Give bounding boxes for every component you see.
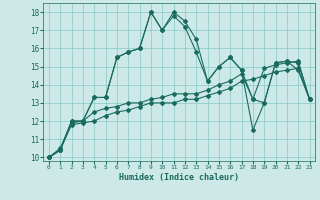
X-axis label: Humidex (Indice chaleur): Humidex (Indice chaleur) [119, 173, 239, 182]
